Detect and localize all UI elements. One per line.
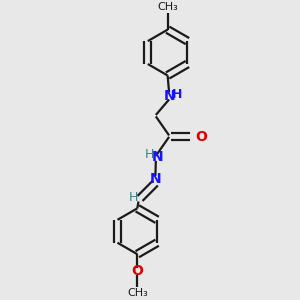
Text: O: O <box>131 264 143 278</box>
Text: N: N <box>163 89 175 103</box>
Text: H: H <box>128 190 138 203</box>
Text: N: N <box>149 172 161 187</box>
Text: O: O <box>196 130 207 144</box>
Text: N: N <box>152 150 163 164</box>
Text: H: H <box>172 88 182 101</box>
Text: H: H <box>145 148 154 161</box>
Text: CH₃: CH₃ <box>127 288 148 298</box>
Text: CH₃: CH₃ <box>157 2 178 12</box>
